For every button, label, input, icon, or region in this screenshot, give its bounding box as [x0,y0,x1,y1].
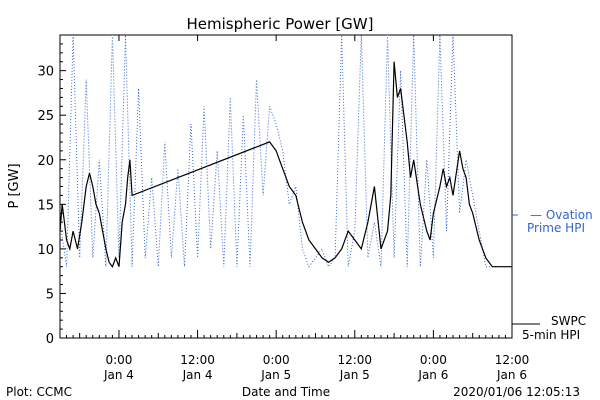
x-tick-label-date: Jan 5 [260,368,291,382]
series-layer [60,35,512,268]
x-tick-label-date: Jan 5 [339,368,370,382]
legend-swpc-line2: 5-min HPI [522,328,580,342]
x-tick-label-time: 12:00 [337,353,372,367]
x-tick-label-time: 12:00 [495,353,530,367]
footer-timestamp: 2020/01/06 12:05:13 [453,385,580,399]
y-tick-label: 20 [37,154,54,169]
legend-swpc-line1: SWPC [551,314,586,328]
footer-plot-credit: Plot: CCMC [6,385,72,399]
x-tick-label-time: 12:00 [180,353,215,367]
legend-ovation-line1: — Ovation [530,208,593,222]
x-tick-label-date: Jan 4 [182,368,213,382]
legend-ovation-line2: Prime HPI [527,221,585,235]
ovation-prime-series-line [60,35,512,268]
y-tick-label: 15 [37,198,54,213]
x-tick-label-time: 0:00 [263,353,290,367]
y-tick-label: 25 [37,109,54,124]
y-tick-label: 30 [37,65,54,80]
x-tick-label-date: Jan 6 [496,368,527,382]
y-tick-label: 10 [37,243,54,258]
x-tick-label-time: 0:00 [105,353,132,367]
y-axis-label: P [GW] [7,163,22,208]
x-axis-label: Date and Time [242,385,330,399]
swpc-series-line [60,61,512,268]
y-tick-label: 0 [46,332,54,347]
y-axis: 0 5 10 15 20 25 30 [37,34,66,347]
x-tick-label-time: 0:00 [420,353,447,367]
x-tick-label-date: Jan 4 [103,368,134,382]
legend: — Ovation Prime HPI SWPC 5-min HPI [512,208,593,342]
plot-frame [59,34,513,339]
chart-title: Hemispheric Power [GW] [187,15,374,33]
y-tick-label: 5 [46,287,54,302]
x-tick-label-date: Jan 6 [417,368,448,382]
